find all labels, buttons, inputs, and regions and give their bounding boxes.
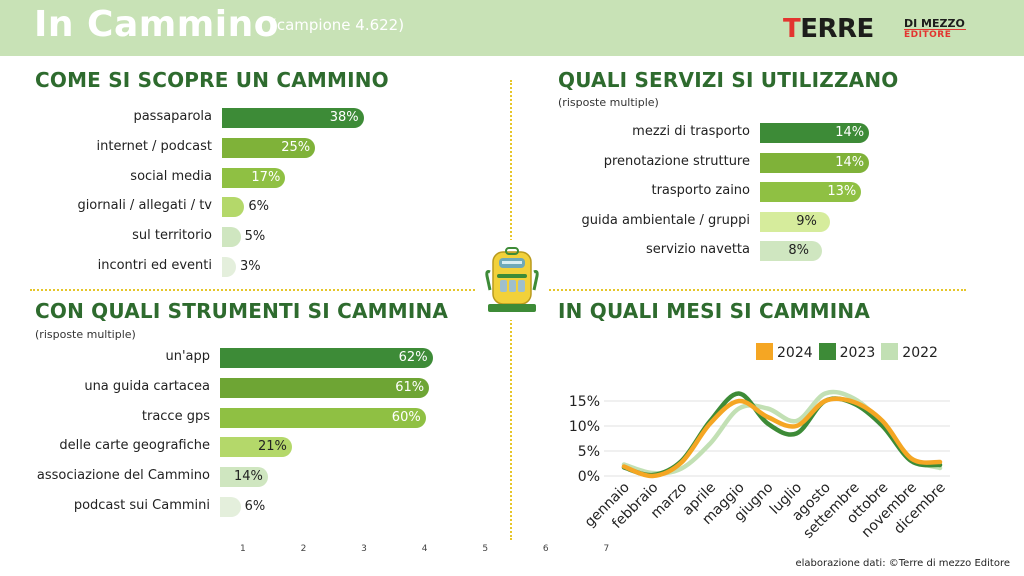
bar-value-label: 6% [248,199,269,215]
section-title-strumenti: CON QUALI STRUMENTI SI CAMMINA [35,299,449,323]
bar-value-label: 17% [251,169,281,185]
bar-label: una guida cartacea [84,378,210,394]
bar-label: passaparola [133,109,212,124]
bar-label: giornali / allegati / tv [77,198,212,214]
header-bar [0,0,1024,56]
section-title-servizi: QUALI SERVIZI SI UTILIZZANO [558,68,899,92]
bar-value-label: 3% [240,259,261,274]
bar [760,123,870,143]
bar-label: trasporto zaino [651,183,750,198]
legend-swatch [881,343,899,360]
line-chart: 0%5%10%15%gennaiofebbraiomarzoaprilemagg… [569,389,950,542]
bar-value-label: 5% [244,229,266,245]
legend-label: 2024 [777,345,813,361]
bar-value-label: 14% [835,154,865,170]
section-subtitle-strumenti: (risposte multiple) [35,328,136,341]
bar [220,497,241,517]
section-title-mesi: IN QUALI MESI SI CAMMINA [558,299,870,323]
bar [220,437,293,458]
bar-value-label: 21% [258,439,287,455]
bar [220,377,430,398]
bar-value-label: 25% [281,139,311,155]
bar-label: sul territorio [132,228,212,244]
sample-size: (campione 4.622) [271,16,405,34]
data-source: elaborazione dati: ©Terre di mezzo Edito… [795,558,1010,569]
bar-value-label: 60% [391,409,421,425]
bar-label: internet / podcast [96,138,212,154]
legend-item: 2024 [756,343,813,361]
legend-swatch [756,343,773,360]
bar [220,348,433,368]
y-tick-label: 10% [569,419,600,435]
bar-value-label: 6% [244,499,266,514]
bar [220,407,426,428]
legend-label: 2023 [839,345,876,361]
bar-label: tracce gps [141,408,210,424]
bar-value-label: 8% [788,243,810,258]
bar-value-label: 9% [796,213,817,229]
legend-swatch [818,343,836,360]
bar [220,467,269,488]
bar [760,211,831,232]
bar [222,167,286,188]
bar-value-label: 14% [234,469,263,485]
bar-label: prenotazione strutture [603,153,750,169]
y-tick-label: 0% [578,469,600,485]
bar-value-label: 61% [395,379,425,395]
bar [222,137,316,158]
legend-item: 2023 [818,343,876,361]
bar-label: incontri ed eventi [97,258,212,273]
page-title: In Cammino [34,4,279,45]
bar-label: social media [130,168,212,184]
bar [222,197,245,218]
bar-label: delle carte geografiche [59,438,210,454]
bar-value-label: 62% [398,350,428,365]
bar [222,227,241,248]
bar-label: mezzi di trasporto [632,124,750,139]
axis-ticks-residue: 1 2 3 4 5 6 7 [240,544,636,554]
bar [760,182,862,202]
bar [760,241,823,261]
backpack-icon [485,247,539,312]
legend-item: 2022 [881,343,938,361]
y-tick-label: 5% [578,444,600,460]
section-subtitle-servizi: (risposte multiple) [558,96,659,109]
y-tick-label: 15% [569,394,600,410]
bar-label: guida ambientale / gruppi [581,212,750,228]
bar-value-label: 38% [329,110,359,125]
bar [222,257,236,277]
series-line-2024 [621,396,943,479]
bar-label: associazione del Cammino [36,468,210,484]
bar-label: servizio navetta [646,242,750,257]
bar-label: podcast sui Cammini [73,498,210,513]
legend-label: 2022 [902,345,938,361]
section-title-scoperta: COME SI SCOPRE UN CAMMINO [35,68,389,92]
bar [760,152,870,173]
bar-value-label: 14% [835,125,865,140]
bar-value-label: 13% [827,184,857,199]
line-chart-legend: 2024 2023 2022 [756,343,944,361]
bar [222,108,364,128]
bar-label: un'app [165,349,210,364]
